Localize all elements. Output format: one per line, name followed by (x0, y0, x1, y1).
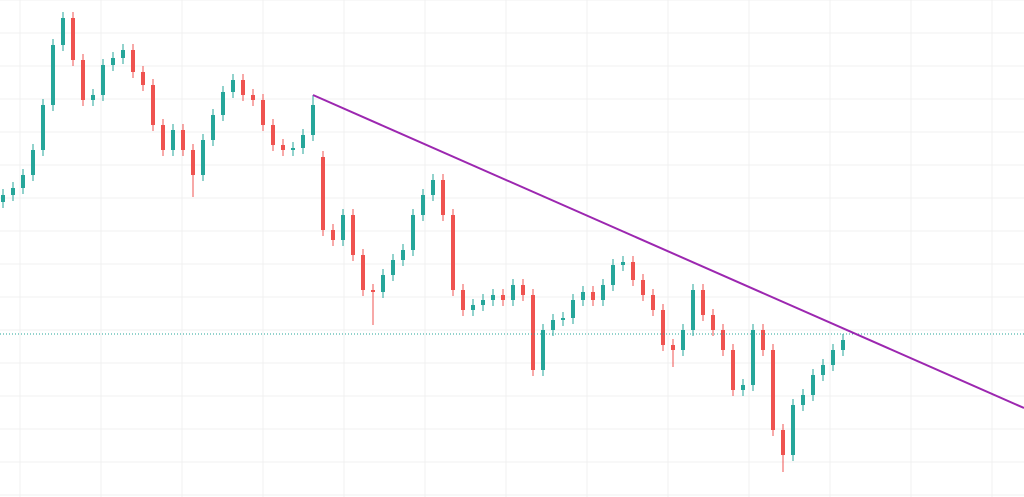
candle-body (61, 18, 65, 45)
candle-body (781, 430, 785, 455)
candle-body (221, 92, 225, 115)
candle-body (331, 230, 335, 240)
candle-body (801, 395, 805, 405)
candle-body (491, 295, 495, 300)
candle-body (261, 100, 265, 125)
candle-body (111, 58, 115, 65)
candle-body (431, 180, 435, 195)
candle-body (11, 188, 15, 195)
candle-body (371, 290, 375, 292)
candle-body (81, 60, 85, 100)
candle-body (521, 285, 525, 295)
candle-body (391, 260, 395, 275)
candle-body (651, 295, 655, 310)
candle-body (251, 95, 255, 100)
candle-body (621, 262, 625, 265)
candle-body (141, 72, 145, 85)
candle-body (441, 180, 445, 215)
candle-body (1, 195, 5, 202)
candle-body (601, 285, 605, 300)
candle-body (381, 275, 385, 292)
candle-body (831, 350, 835, 365)
candle-body (161, 125, 165, 150)
candle-body (181, 130, 185, 150)
candle-body (31, 150, 35, 175)
candle-body (761, 330, 765, 350)
candle-body (571, 300, 575, 318)
candle-body (321, 157, 325, 230)
candle-body (471, 305, 475, 310)
candle-body (401, 250, 405, 260)
candle-body (481, 300, 485, 305)
candle-body (311, 105, 315, 135)
candle-body (121, 50, 125, 58)
candle-body (711, 315, 715, 330)
candle-body (631, 262, 635, 280)
candle-body (751, 330, 755, 385)
candle-body (821, 365, 825, 375)
candle-body (811, 375, 815, 395)
candle-body (291, 148, 295, 150)
candle-body (71, 18, 75, 60)
candle-body (101, 65, 105, 95)
candle-body (771, 350, 775, 430)
candle-body (671, 345, 675, 350)
candle-body (791, 405, 795, 455)
candle-body (231, 80, 235, 92)
candle-body (661, 310, 665, 345)
trend-line (312, 94, 1024, 409)
candle-body (841, 340, 845, 350)
candle-body (301, 135, 305, 148)
candle-body (741, 385, 745, 390)
candle-body (691, 290, 695, 330)
candle-body (541, 330, 545, 370)
candle-body (561, 318, 565, 320)
candle-body (581, 292, 585, 300)
candle-body (351, 215, 355, 255)
candle-body (701, 290, 705, 315)
candle-body (411, 215, 415, 250)
candle-body (51, 45, 55, 105)
candle-body (41, 105, 45, 150)
candle-body (341, 215, 345, 240)
candle-body (201, 140, 205, 175)
candle-body (191, 150, 195, 175)
candle-body (91, 95, 95, 100)
candle-body (721, 330, 725, 350)
candle-body (461, 290, 465, 310)
candle-body (591, 292, 595, 300)
candle-body (641, 280, 645, 295)
candle-body (361, 255, 365, 290)
candle-body (451, 215, 455, 290)
candle-body (611, 265, 615, 285)
candle-body (731, 350, 735, 390)
candle-body (171, 130, 175, 150)
candle-body (531, 295, 535, 370)
candle-body (131, 50, 135, 72)
candle-body (151, 85, 155, 125)
candle-body (501, 295, 505, 300)
candle-body (241, 80, 245, 95)
candle-body (271, 125, 275, 145)
candle-body (211, 115, 215, 140)
candle-body (421, 195, 425, 215)
candle-body (681, 330, 685, 350)
candle-body (21, 175, 25, 188)
candle-body (551, 320, 555, 330)
candle-body (511, 285, 515, 300)
candle-body (281, 145, 285, 150)
